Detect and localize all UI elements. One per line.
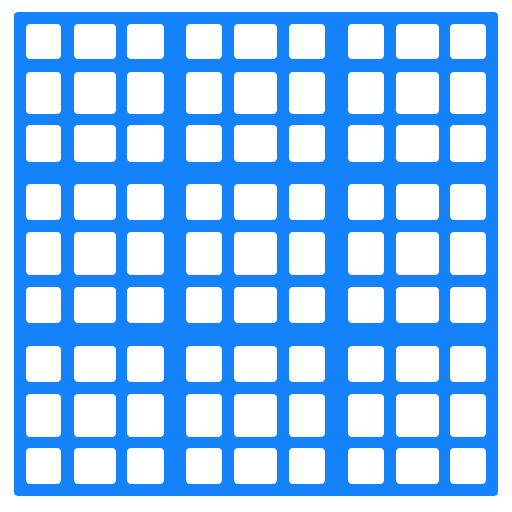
- sudoku-cell[interactable]: [127, 448, 164, 484]
- sudoku-cell[interactable]: [186, 72, 222, 114]
- sudoku-cell[interactable]: [186, 232, 222, 275]
- sudoku-board: [14, 12, 498, 496]
- sudoku-cell[interactable]: [127, 72, 164, 114]
- sudoku-cell[interactable]: [74, 394, 116, 437]
- sudoku-cell[interactable]: [450, 125, 486, 162]
- sudoku-cell[interactable]: [396, 125, 439, 162]
- sudoku-cell[interactable]: [289, 125, 325, 162]
- sudoku-cell[interactable]: [234, 394, 277, 437]
- sudoku-cell[interactable]: [450, 24, 486, 59]
- sudoku-cell[interactable]: [289, 232, 325, 275]
- sudoku-cell[interactable]: [234, 232, 277, 275]
- sudoku-cell[interactable]: [289, 72, 325, 114]
- sudoku-cell[interactable]: [348, 394, 384, 437]
- sudoku-cell[interactable]: [289, 448, 325, 484]
- sudoku-cell[interactable]: [186, 287, 222, 323]
- sudoku-cell[interactable]: [450, 448, 486, 484]
- sudoku-cell[interactable]: [74, 287, 116, 323]
- sudoku-cell[interactable]: [289, 184, 325, 220]
- sudoku-cell[interactable]: [348, 184, 384, 220]
- sudoku-cell[interactable]: [74, 125, 116, 162]
- sudoku-cell[interactable]: [26, 184, 61, 220]
- sudoku-cell[interactable]: [74, 346, 116, 382]
- sudoku-cell[interactable]: [234, 448, 277, 484]
- sudoku-cell[interactable]: [396, 72, 439, 114]
- sudoku-cell[interactable]: [450, 394, 486, 437]
- sudoku-cell[interactable]: [234, 72, 277, 114]
- sudoku-cell[interactable]: [348, 346, 384, 382]
- sudoku-cell[interactable]: [26, 72, 61, 114]
- sudoku-cell[interactable]: [348, 125, 384, 162]
- sudoku-cell[interactable]: [348, 72, 384, 114]
- sudoku-cell[interactable]: [450, 184, 486, 220]
- sudoku-cell[interactable]: [348, 24, 384, 59]
- sudoku-cell[interactable]: [26, 394, 61, 437]
- sudoku-cell[interactable]: [26, 287, 61, 323]
- sudoku-cell[interactable]: [26, 346, 61, 382]
- sudoku-cell[interactable]: [396, 346, 439, 382]
- sudoku-cell[interactable]: [127, 125, 164, 162]
- sudoku-cell[interactable]: [450, 287, 486, 323]
- sudoku-cell[interactable]: [234, 24, 277, 59]
- sudoku-cell[interactable]: [450, 346, 486, 382]
- sudoku-cell[interactable]: [234, 184, 277, 220]
- sudoku-cell[interactable]: [186, 184, 222, 220]
- sudoku-cell[interactable]: [74, 24, 116, 59]
- sudoku-cell[interactable]: [289, 24, 325, 59]
- sudoku-cell[interactable]: [396, 394, 439, 437]
- sudoku-cell[interactable]: [348, 448, 384, 484]
- sudoku-cell[interactable]: [289, 287, 325, 323]
- sudoku-cell[interactable]: [127, 24, 164, 59]
- sudoku-cell[interactable]: [186, 125, 222, 162]
- sudoku-cell[interactable]: [127, 346, 164, 382]
- sudoku-cell[interactable]: [348, 232, 384, 275]
- sudoku-cell[interactable]: [26, 232, 61, 275]
- sudoku-cell[interactable]: [127, 232, 164, 275]
- sudoku-cell[interactable]: [234, 287, 277, 323]
- sudoku-cell[interactable]: [127, 394, 164, 437]
- sudoku-cell[interactable]: [289, 346, 325, 382]
- sudoku-cell[interactable]: [127, 287, 164, 323]
- sudoku-cell[interactable]: [26, 448, 61, 484]
- sudoku-cell[interactable]: [186, 394, 222, 437]
- sudoku-cell[interactable]: [396, 24, 439, 59]
- sudoku-cell[interactable]: [289, 394, 325, 437]
- sudoku-grid: [14, 12, 498, 496]
- sudoku-cell[interactable]: [396, 184, 439, 220]
- sudoku-cell[interactable]: [186, 24, 222, 59]
- sudoku-cell[interactable]: [74, 448, 116, 484]
- sudoku-cell[interactable]: [396, 232, 439, 275]
- sudoku-cell[interactable]: [127, 184, 164, 220]
- sudoku-cell[interactable]: [450, 232, 486, 275]
- sudoku-cell[interactable]: [186, 448, 222, 484]
- sudoku-cell[interactable]: [186, 346, 222, 382]
- sudoku-cell[interactable]: [74, 184, 116, 220]
- sudoku-cell[interactable]: [450, 72, 486, 114]
- sudoku-cell[interactable]: [348, 287, 384, 323]
- sudoku-cell[interactable]: [74, 232, 116, 275]
- sudoku-cell[interactable]: [26, 125, 61, 162]
- sudoku-cell[interactable]: [234, 125, 277, 162]
- sudoku-cell[interactable]: [74, 72, 116, 114]
- sudoku-cell[interactable]: [396, 287, 439, 323]
- cells-layer: [26, 24, 486, 484]
- sudoku-cell[interactable]: [234, 346, 277, 382]
- sudoku-cell[interactable]: [396, 448, 439, 484]
- sudoku-cell[interactable]: [26, 24, 61, 59]
